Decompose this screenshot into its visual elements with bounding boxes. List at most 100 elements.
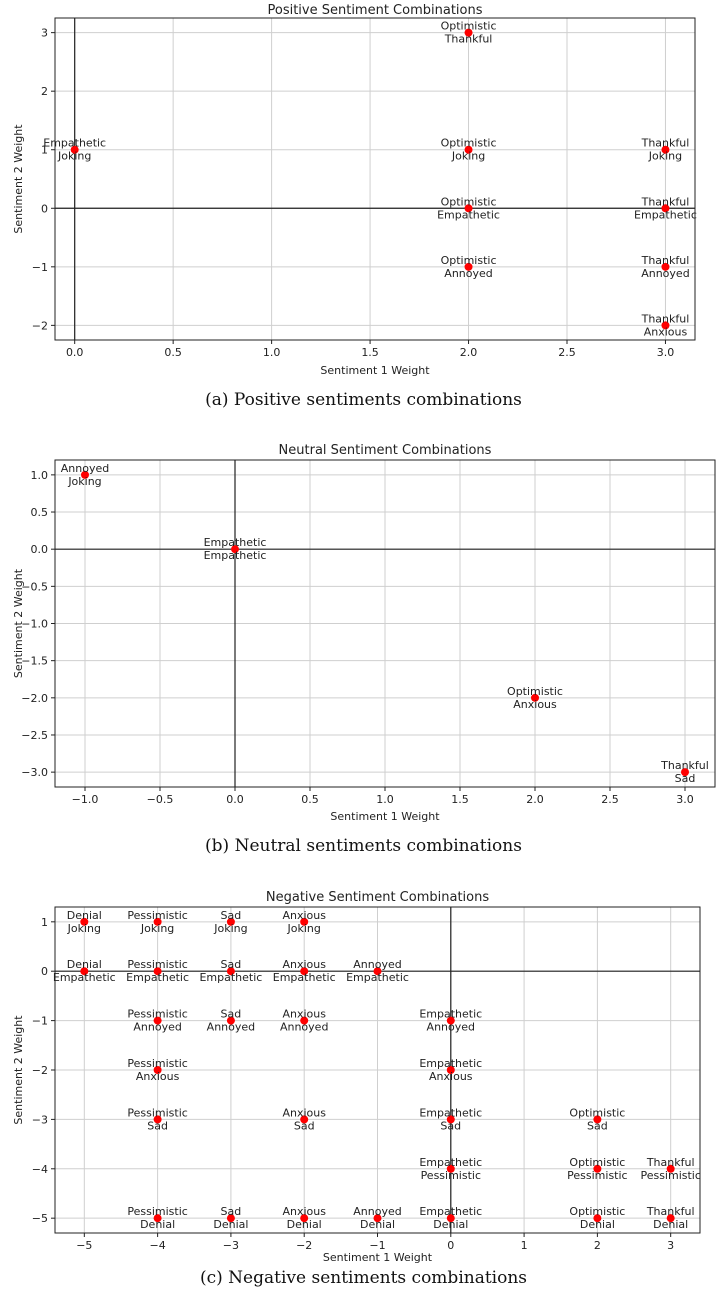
data-point [464,145,473,154]
point-label-sentiment-1: Thankful [660,759,709,772]
data-point [70,145,79,154]
data-point [446,1115,455,1124]
point-label-sentiment-1: Sad [221,909,242,922]
point-label-sentiment-2: Sad [147,1119,168,1132]
y-tick-label: 1 [41,144,48,157]
data-point [153,1214,162,1223]
data-point [300,967,309,976]
point-label-sentiment-2: Sad [587,1119,608,1132]
x-tick-label: 2 [594,1239,601,1252]
data-point [226,1214,235,1223]
x-tick-label: 3.0 [657,346,675,359]
data-point [531,693,539,702]
point-label-sentiment-2: Anxious [429,1070,473,1083]
point-label-sentiment-2: Annoyed [427,1021,475,1034]
x-tick-label: 0.5 [164,346,182,359]
data-point [593,1115,602,1124]
chart-panel-positive: 0.0 0.5 1.0 1.5 2.0 2.5 3.0 −2 −1 0 1 2 3 Positive Se… [0,0,727,390]
y-tick-label: −5 [32,1212,48,1225]
point-label-sentiment-1: Empathetic [419,1205,482,1218]
chart-panel-negative: −5 −4 −3 −2 −1 0 1 2 3 1 0 −1 −2 −3 −4 −5 Negative Senti… [0,880,727,1265]
data-point [80,967,89,976]
point-label-sentiment-2: Sad [675,772,696,785]
x-tick-label: 0.0 [226,793,244,806]
y-tick-label: 0 [41,202,48,215]
data-point [446,1066,455,1074]
point-label-sentiment-2: Joking [213,922,247,935]
point-label-sentiment-1: Anxious [282,958,326,971]
data-point [681,768,689,777]
point-label-sentiment-2: Joking [140,922,174,935]
point-label-sentiment-2: Joking [451,150,485,163]
point-label-sentiment-1: Pessimistic [127,909,187,922]
x-tick-label: 0.0 [66,346,84,359]
point-label-sentiment-2: Denial [213,1218,248,1231]
point-label-sentiment-1: Empathetic [419,1057,482,1070]
x-tick-label: 1 [521,1239,528,1252]
neutral-scatter-chart: −1.0 −0.5 0.0 0.5 1.0 1.5 2.0 2.5 3.0 1.0 0.5 0.0 −0… [12,443,716,823]
y-tick-label: −1 [32,1015,48,1028]
data-point [593,1214,602,1223]
data-point [153,967,162,976]
data-point [226,1016,235,1025]
point-label-sentiment-1: Thankful [641,254,690,267]
data-point [373,1214,382,1223]
data-point [446,1016,455,1025]
data-point [373,967,382,976]
x-tick-label: −0.5 [147,793,174,806]
negative-scatter-chart: −5 −4 −3 −2 −1 0 1 2 3 1 0 −1 −2 −3 −4 −5 Negative Senti… [12,890,701,1264]
x-tick-label: 2.0 [526,793,544,806]
caption-negative: (c) Negative sentiments combinations [199,1268,528,1288]
point-label-sentiment-2: Joking [648,150,682,163]
plot-frame [54,17,696,341]
y-tick-label: −1.5 [21,655,48,668]
point-label-sentiment-2: Thankful [444,33,493,46]
point-label-sentiment-1: Denial [67,909,102,922]
point-label-sentiment-2: Denial [287,1218,322,1231]
point-label-sentiment-1: Pessimistic [127,1205,187,1218]
y-tick-label: 1 [41,916,48,929]
x-axis-label: Sentiment 1 Weight [330,810,440,823]
chart-title: Positive Sentiment Combinations [267,3,482,18]
point-label-sentiment-1: Optimistic [441,20,497,33]
x-axis-label: Sentiment 1 Weight [320,364,430,377]
point-label-sentiment-2: Anxious [513,698,557,711]
y-tick-label: 0.0 [31,543,49,556]
data-point [661,321,670,330]
y-tick-label: −1.0 [21,618,48,631]
point-label-sentiment-1: Thankful [641,312,690,325]
x-tick-label: 3 [667,1239,674,1252]
x-tick-label: −3 [223,1239,239,1252]
x-tick-label: −5 [76,1239,92,1252]
point-label-sentiment-2: Empathetic [126,971,189,984]
y-tick-label: −0.5 [21,580,48,593]
point-label-sentiment-2: Annoyed [641,267,689,280]
data-point [300,1214,309,1223]
point-label-sentiment-1: Sad [221,1205,242,1218]
data-point [666,1214,675,1223]
point-label-sentiment-2: Joking [67,475,101,488]
x-tick-label: 0 [447,1239,454,1252]
point-label-sentiment-1: Pessimistic [127,1008,187,1021]
data-point [81,470,89,479]
chart-panel-neutral: −1.0 −0.5 0.0 0.5 1.0 1.5 2.0 2.5 3.0 1.0 0.5 0.0 −0… [0,432,727,832]
y-tick-label: −1 [32,261,48,274]
y-tick-label: −2 [32,319,48,332]
point-label-sentiment-2: Denial [140,1218,175,1231]
point-label-sentiment-2: Joking [57,150,91,163]
point-label-sentiment-1: Annoyed [353,1205,401,1218]
point-label-sentiment-1: Thankful [646,1156,695,1169]
point-label-sentiment-1: Optimistic [569,1106,625,1119]
y-tick-label: −2 [32,1064,48,1077]
data-point [300,917,309,926]
caption-positive: (a) Positive sentiments combinations [205,390,522,410]
data-point [446,1214,455,1223]
data-point [226,967,235,976]
point-label-sentiment-1: Empathetic [419,1106,482,1119]
point-label-sentiment-1: Empathetic [43,137,106,150]
x-tick-label: −4 [150,1239,166,1252]
point-label-sentiment-2: Sad [294,1119,315,1132]
data-point [300,1115,309,1124]
x-tick-label: 3.0 [676,793,694,806]
x-tick-label: 1.5 [361,346,379,359]
